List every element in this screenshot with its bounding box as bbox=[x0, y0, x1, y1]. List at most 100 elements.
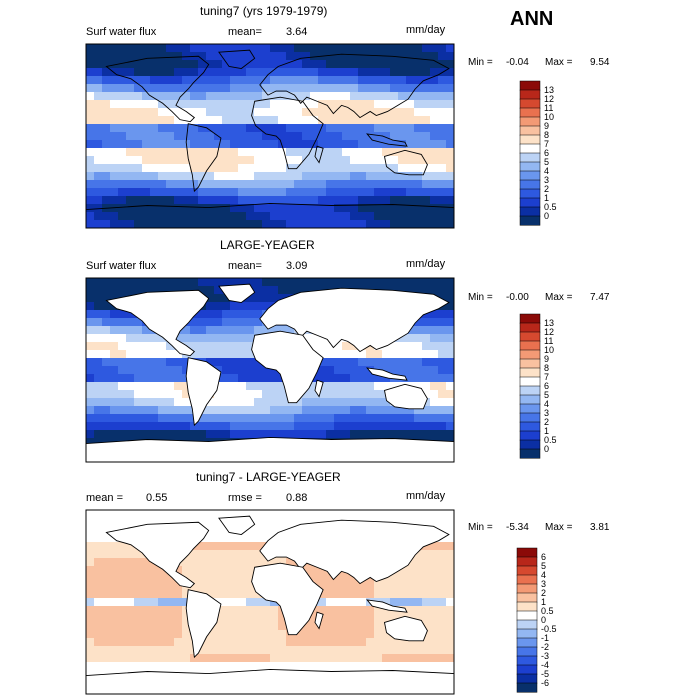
field-cell bbox=[254, 550, 263, 559]
field-cell bbox=[182, 406, 191, 415]
field-cell bbox=[238, 550, 247, 559]
field-cell bbox=[286, 124, 295, 133]
field-cell bbox=[366, 590, 375, 599]
field-cell bbox=[142, 574, 151, 583]
field-cell bbox=[430, 204, 439, 213]
field-cell bbox=[214, 654, 223, 663]
field-cell bbox=[238, 606, 247, 615]
field-cell bbox=[390, 124, 399, 133]
field-cell bbox=[446, 100, 455, 109]
field-cell bbox=[254, 164, 263, 173]
field-cell bbox=[142, 204, 151, 213]
field-cell bbox=[246, 342, 255, 351]
field-cell bbox=[238, 164, 247, 173]
field-cell bbox=[190, 92, 199, 101]
field-cell bbox=[342, 220, 351, 229]
field-cell bbox=[94, 518, 103, 527]
field-cell bbox=[334, 180, 343, 189]
field-cell bbox=[334, 590, 343, 599]
field-cell bbox=[422, 334, 431, 343]
field-cell bbox=[142, 44, 151, 53]
field-cell bbox=[174, 598, 183, 607]
field-cell bbox=[398, 124, 407, 133]
field-cell bbox=[238, 318, 247, 327]
field-cell bbox=[206, 44, 215, 53]
field-cell bbox=[438, 518, 447, 527]
field-cell bbox=[286, 180, 295, 189]
field-cell bbox=[430, 140, 439, 149]
field-cell bbox=[166, 278, 175, 287]
field-cell bbox=[318, 630, 327, 639]
field-cell bbox=[182, 164, 191, 173]
field-cell bbox=[214, 510, 223, 519]
field-cell bbox=[134, 220, 143, 229]
field-cell bbox=[254, 630, 263, 639]
field-cell bbox=[278, 172, 287, 181]
field-cell bbox=[422, 662, 431, 671]
field-cell bbox=[318, 574, 327, 583]
field-cell bbox=[262, 614, 271, 623]
field-cell bbox=[94, 550, 103, 559]
field-cell bbox=[438, 582, 447, 591]
field-cell bbox=[302, 414, 311, 423]
field-cell bbox=[422, 638, 431, 647]
field-cell bbox=[366, 156, 375, 165]
field-cell bbox=[166, 382, 175, 391]
field-cell bbox=[390, 196, 399, 205]
field-cell bbox=[222, 100, 231, 109]
field-cell bbox=[438, 398, 447, 407]
field-cell bbox=[270, 68, 279, 77]
field-cell bbox=[118, 140, 127, 149]
field-cell bbox=[134, 124, 143, 133]
colorbar-tick-label: 7 bbox=[544, 139, 549, 149]
field-cell bbox=[422, 366, 431, 375]
field-cell bbox=[406, 278, 415, 287]
field-cell bbox=[278, 92, 287, 101]
field-cell bbox=[214, 518, 223, 527]
field-cell bbox=[430, 124, 439, 133]
field-cell bbox=[286, 196, 295, 205]
field-cell bbox=[214, 180, 223, 189]
field-cell bbox=[350, 662, 359, 671]
field-cell bbox=[326, 196, 335, 205]
field-cell bbox=[126, 334, 135, 343]
field-cell bbox=[206, 422, 215, 431]
field-cell bbox=[214, 390, 223, 399]
field-cell bbox=[398, 582, 407, 591]
field-cell bbox=[102, 44, 111, 53]
field-cell bbox=[438, 614, 447, 623]
field-cell bbox=[438, 422, 447, 431]
field-cell bbox=[246, 108, 255, 117]
field-cell bbox=[182, 92, 191, 101]
field-cell bbox=[118, 172, 127, 181]
field-cell bbox=[142, 662, 151, 671]
field-cell bbox=[318, 414, 327, 423]
field-cell bbox=[94, 84, 103, 93]
field-cell bbox=[270, 286, 279, 295]
field-cell bbox=[318, 116, 327, 125]
field-cell bbox=[182, 646, 191, 655]
field-cell bbox=[406, 60, 415, 69]
field-cell bbox=[382, 382, 391, 391]
field-cell bbox=[230, 196, 239, 205]
field-cell bbox=[182, 60, 191, 69]
field-cell bbox=[206, 430, 215, 439]
field-cell bbox=[214, 124, 223, 133]
field-cell bbox=[118, 68, 127, 77]
field-cell bbox=[182, 196, 191, 205]
field-cell bbox=[246, 534, 255, 543]
field-cell bbox=[206, 566, 215, 575]
field-cell bbox=[358, 278, 367, 287]
field-cell bbox=[438, 654, 447, 663]
field-cell bbox=[222, 614, 231, 623]
field-cell bbox=[398, 414, 407, 423]
field-cell bbox=[134, 156, 143, 165]
field-cell bbox=[326, 76, 335, 85]
field-cell bbox=[222, 76, 231, 85]
field-cell bbox=[166, 188, 175, 197]
field-cell bbox=[126, 286, 135, 295]
field-cell bbox=[254, 60, 263, 69]
field-cell bbox=[294, 188, 303, 197]
field-cell bbox=[382, 430, 391, 439]
field-cell bbox=[406, 180, 415, 189]
